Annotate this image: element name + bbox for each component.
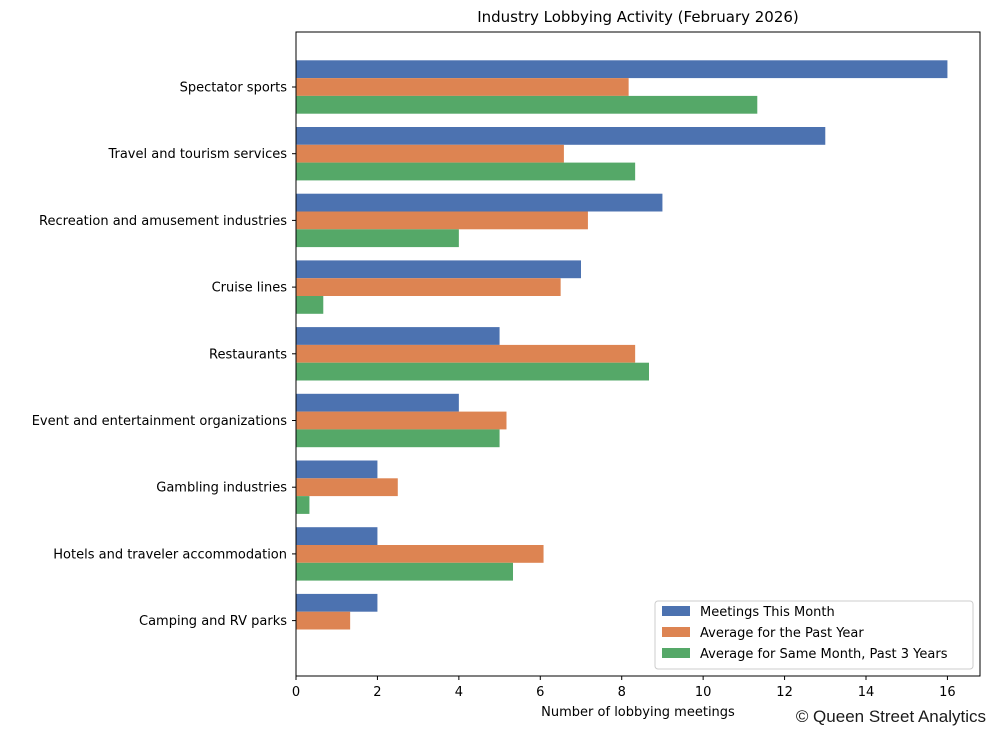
- bar-3-3: [296, 229, 459, 248]
- x-tick-label: 10: [695, 685, 712, 700]
- bar-3-6: [296, 429, 500, 448]
- bar-3-7: [296, 496, 310, 514]
- legend-label: Average for Same Month, Past 3 Years: [700, 647, 948, 662]
- bar-1-6: [296, 393, 459, 412]
- legend-swatch: [662, 606, 690, 616]
- bar-1-1: [296, 60, 948, 79]
- y-tick-label: Hotels and traveler accommodation: [53, 547, 287, 562]
- legend-label: Meetings This Month: [700, 605, 835, 620]
- y-tick-label: Gambling industries: [156, 481, 287, 496]
- x-axis-label: Number of lobbying meetings: [541, 705, 735, 720]
- y-tick-label: Spectator sports: [180, 81, 288, 96]
- legend: Meetings This Month Average for the Past …: [654, 600, 974, 670]
- legend-swatch: [662, 627, 690, 637]
- bar-2-9: [296, 611, 351, 630]
- x-tick-label: 14: [858, 685, 875, 700]
- bar-3-8: [296, 562, 514, 581]
- bar-1-8: [296, 527, 378, 545]
- bar-1-2: [296, 127, 826, 145]
- x-tick-label: 8: [618, 685, 626, 700]
- bar-2-5: [296, 344, 636, 363]
- bar-1-9: [296, 593, 378, 612]
- x-tick-label: 0: [292, 685, 300, 700]
- y-axis: Spectator sports Travel and tourism servi…: [32, 81, 296, 629]
- x-tick-label: 2: [373, 685, 381, 700]
- bar-3-2: [296, 162, 636, 181]
- bar-3-1: [296, 95, 758, 114]
- bar-2-4: [296, 278, 561, 296]
- y-tick-label: Restaurants: [209, 347, 287, 362]
- bar-1-7: [296, 460, 378, 479]
- watermark: © Queen Street Analytics: [796, 707, 986, 726]
- x-tick-label: 6: [536, 685, 544, 700]
- y-tick-label: Travel and tourism services: [107, 147, 287, 162]
- legend-frame: [654, 600, 974, 670]
- bar-3-4: [296, 296, 324, 314]
- y-tick-label: Recreation and amusement industries: [39, 214, 287, 229]
- legend-swatch: [662, 648, 690, 658]
- bar-1-5: [296, 327, 500, 345]
- bar-2-1: [296, 78, 629, 96]
- y-tick-label: Cruise lines: [212, 281, 288, 296]
- x-tick-label: 4: [455, 685, 463, 700]
- x-axis: 0 2 4 6 8 10 12 14 16: [292, 676, 956, 700]
- x-tick-label: 12: [776, 685, 793, 700]
- y-tick-label: Camping and RV parks: [139, 614, 287, 629]
- bars-layer: [296, 60, 948, 630]
- bar-2-8: [296, 545, 544, 563]
- bar-1-3: [296, 193, 663, 212]
- legend-label: Average for the Past Year: [700, 626, 864, 641]
- bar-2-7: [296, 478, 398, 497]
- bar-1-4: [296, 260, 581, 279]
- bar-2-3: [296, 211, 588, 230]
- y-tick-label: Event and entertainment organizations: [32, 414, 288, 429]
- bar-2-6: [296, 411, 507, 430]
- bar-2-2: [296, 144, 564, 163]
- x-tick-label: 16: [939, 685, 956, 700]
- chart-title: Industry Lobbying Activity (February 202…: [477, 8, 799, 26]
- bar-3-5: [296, 362, 649, 381]
